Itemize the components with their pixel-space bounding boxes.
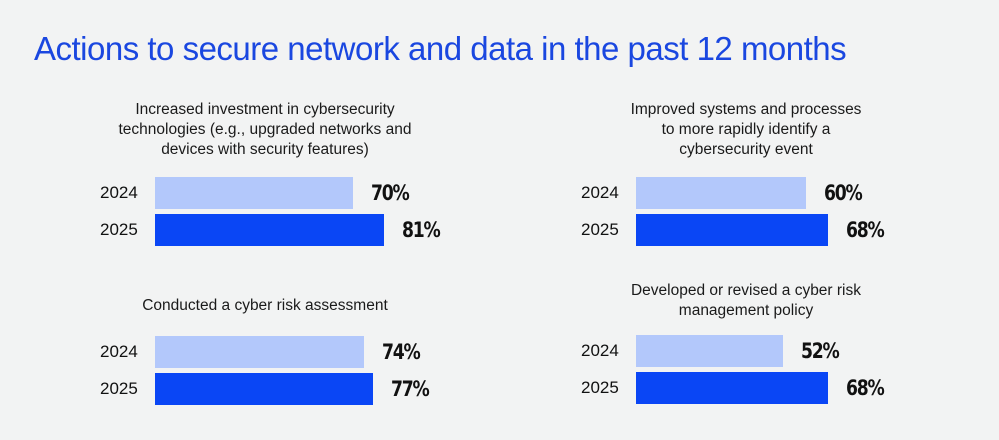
panel-title: Improved systems and processes to more ra…: [561, 100, 931, 160]
panel-title: Developed or revised a cyber risk managem…: [561, 281, 931, 321]
bar-2025: [155, 373, 373, 405]
category-label: 2025: [100, 220, 138, 239]
data-label: 68%: [846, 218, 885, 242]
bar-2024: [636, 335, 784, 367]
panel-title-line: Conducted a cyber risk assessment: [142, 297, 388, 314]
bar-row-2024: 2024 70%: [80, 177, 500, 209]
bar-row-2024: 2024 74%: [80, 336, 500, 368]
panel-title-line: technologies (e.g., upgraded networks an…: [118, 121, 412, 138]
category-label: 2025: [581, 378, 619, 397]
panel-title-line: cybersecurity event: [679, 141, 813, 158]
bar-row-2025: 2025 81%: [80, 214, 500, 246]
bar-row-2025: 2025 68%: [561, 372, 981, 404]
bar-2024: [155, 336, 365, 368]
bar-2025: [636, 372, 829, 404]
category-label: 2024: [100, 183, 138, 202]
bar-row-2024: 2024 52%: [561, 335, 981, 367]
data-label: 74%: [382, 340, 421, 364]
category-label: 2024: [581, 183, 619, 202]
data-label: 81%: [402, 218, 441, 242]
panel-title: Conducted a cyber risk assessment: [80, 296, 450, 316]
category-label: 2024: [100, 342, 138, 361]
panel-title-line: management policy: [678, 302, 814, 319]
panel-title-line: devices with security features): [161, 141, 369, 158]
panel-title: Increased investment in cybersecurity tec…: [80, 100, 450, 160]
data-label: 77%: [390, 377, 430, 401]
panel-title-line: Increased investment in cybersecurity: [135, 101, 395, 118]
panel-title-line: Developed or revised a cyber risk: [630, 282, 862, 299]
data-label: 68%: [846, 376, 885, 400]
bar-2025: [155, 214, 385, 246]
panel-title-line: Improved systems and processes: [630, 101, 862, 118]
bar-row-2025: 2025 77%: [80, 373, 500, 405]
data-label: 70%: [371, 181, 410, 205]
bar-2024: [636, 177, 806, 209]
category-label: 2025: [581, 220, 619, 239]
bar-2025: [636, 214, 829, 246]
chart-title: Actions to secure network and data in th…: [34, 30, 847, 67]
bar-2024: [155, 177, 354, 209]
bar-row-2024: 2024 60%: [561, 177, 981, 209]
category-label: 2024: [581, 341, 619, 360]
data-label: 60%: [823, 181, 863, 205]
bar-row-2025: 2025 68%: [561, 214, 981, 246]
category-label: 2025: [100, 379, 138, 398]
panel-title-line: to more rapidly identify a: [661, 121, 831, 138]
data-label: 52%: [801, 339, 840, 363]
